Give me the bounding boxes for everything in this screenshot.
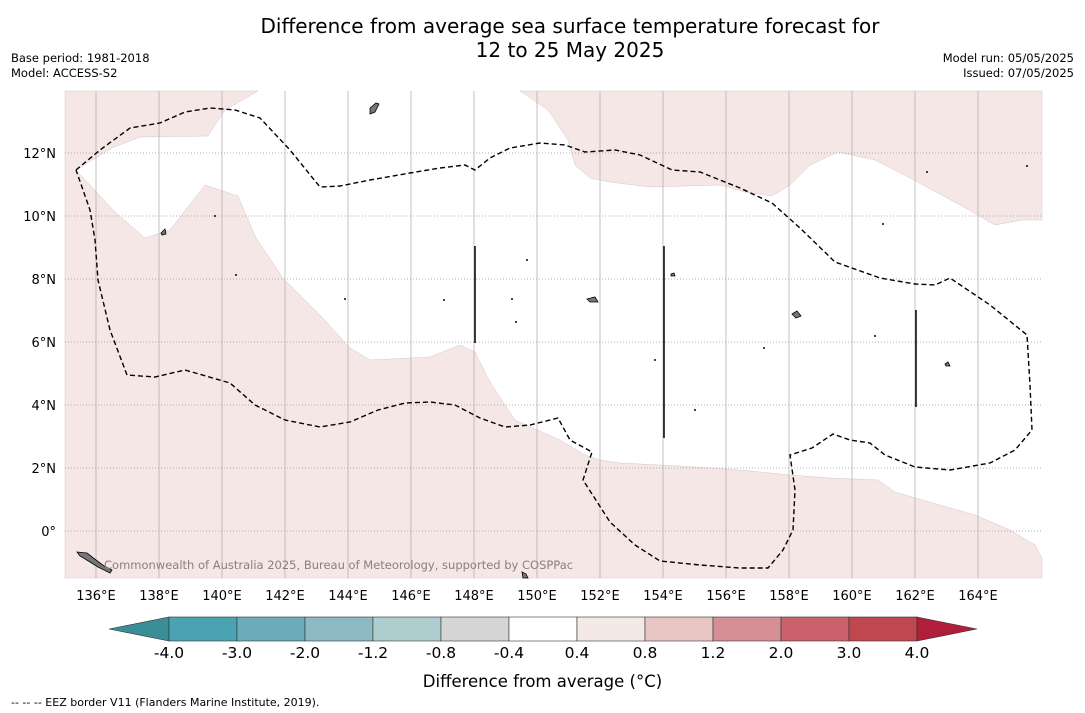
lon-tick-label: 142°E [265,589,305,604]
colorbar-tick-label: 0.4 [565,644,590,662]
lon-tick-label: 146°E [391,589,431,604]
island [510,297,513,300]
colorbar-segment [440,616,510,642]
colorbar-segment [236,616,306,642]
colorbar-segment [780,616,850,642]
colorbar [108,616,978,642]
lon-tick-label: 160°E [832,589,872,604]
colorbar-label: Difference from average (°C) [422,672,663,691]
model-info: Base period: 1981-2018 Model: ACCESS-S2 [11,51,150,81]
anomaly-region-north [519,90,1043,226]
colorbar-segment [848,616,918,642]
colorbar-segment [304,616,374,642]
island [369,102,380,115]
lat-tick-label: 10°N [23,210,56,225]
colorbar-extend-max [916,616,978,642]
island [234,273,237,276]
lon-tick-label: 154°E [643,589,683,604]
colorbar-segment [712,616,782,642]
lon-tick-label: 152°E [580,589,620,604]
lon-tick-label: 140°E [202,589,242,604]
title-line-1: Difference from average sea surface temp… [260,14,880,38]
colorbar-tick-label: -0.8 [426,644,456,662]
colorbar-tick-label: 1.2 [701,644,726,662]
lon-tick-label: 164°E [958,589,998,604]
lon-tick-label: 136°E [76,589,116,604]
island [586,296,599,303]
eez-footnote: -- -- -- EEZ border V11 (Flanders Marine… [11,696,320,709]
colorbar-tick-label: -4.0 [154,644,184,662]
colorbar-segment [576,616,646,642]
colorbar-tick-label: -1.2 [358,644,388,662]
lon-tick-label: 150°E [517,589,557,604]
eez-border-palau-fsm [75,107,1033,569]
latitude-gridlines [65,152,1042,532]
eez-borders [75,107,1033,569]
reference-lines [474,246,917,438]
lat-tick-label: 8°N [32,273,57,288]
colorbar-ticks: -4.0 -3.0 -2.0 -1.2 -0.8 -0.4 0.4 0.8 1.… [154,644,929,662]
lat-tick-label: 4°N [32,399,57,414]
island [1026,164,1029,167]
lat-tick-label: 6°N [32,336,57,351]
colorbar-segment [168,616,238,642]
island [160,228,167,236]
colorbar-tick-label: -0.4 [494,644,524,662]
colorbar-tick-label: 2.0 [769,644,794,662]
lon-tick-label: 138°E [139,589,179,604]
map-title: Difference from average sea surface temp… [0,14,1085,62]
anomaly-region-south [64,90,1043,579]
title-line-2: 12 to 25 May 2025 [475,38,665,62]
colorbar-tick-label: 3.0 [837,644,862,662]
island [654,358,657,361]
island [926,170,929,173]
colorbar-segment [508,616,578,642]
copyright-credit: Commonwealth of Australia 2025, Bureau o… [104,558,574,572]
colorbar-segment [372,616,442,642]
issued-date: Issued: 07/05/2025 [963,66,1074,80]
island [515,320,518,323]
island [874,334,877,337]
island [944,361,951,367]
lon-tick-label: 156°E [706,589,746,604]
lat-tick-label: 12°N [23,147,56,162]
island [76,551,113,574]
lat-tick-label: 2°N [32,462,57,477]
latitude-labels: 12°N 10°N 8°N 6°N 4°N 2°N 0° [23,147,56,540]
longitude-gridlines [95,91,979,578]
colorbar-tick-label: 4.0 [905,644,930,662]
longitude-labels: 136°E 138°E 140°E 142°E 144°E 146°E 148°… [76,589,998,604]
colorbar-tick-label: 0.8 [633,644,658,662]
island [442,298,445,301]
islands [76,102,1029,579]
model-name: Model: ACCESS-S2 [11,66,118,80]
colorbar-extend-min [108,616,170,642]
lon-tick-label: 148°E [454,589,494,604]
lon-tick-label: 162°E [895,589,935,604]
lon-tick-label: 158°E [769,589,809,604]
map-plot [64,90,1043,579]
base-period: Base period: 1981-2018 [11,51,150,65]
island [882,222,885,225]
lat-tick-label: 0° [41,525,56,540]
colorbar-segment [644,616,714,642]
island [521,571,529,579]
model-run-date: Model run: 05/05/2025 [942,51,1074,65]
island [791,310,802,319]
island [670,272,676,277]
island [526,258,529,261]
run-info: Model run: 05/05/2025 Issued: 07/05/2025 [943,51,1074,81]
colorbar-tick-label: -3.0 [222,644,252,662]
island [694,408,697,411]
lon-tick-label: 144°E [328,589,368,604]
island [343,297,346,300]
colorbar-tick-label: -2.0 [290,644,320,662]
island [213,214,216,217]
island [763,346,766,349]
